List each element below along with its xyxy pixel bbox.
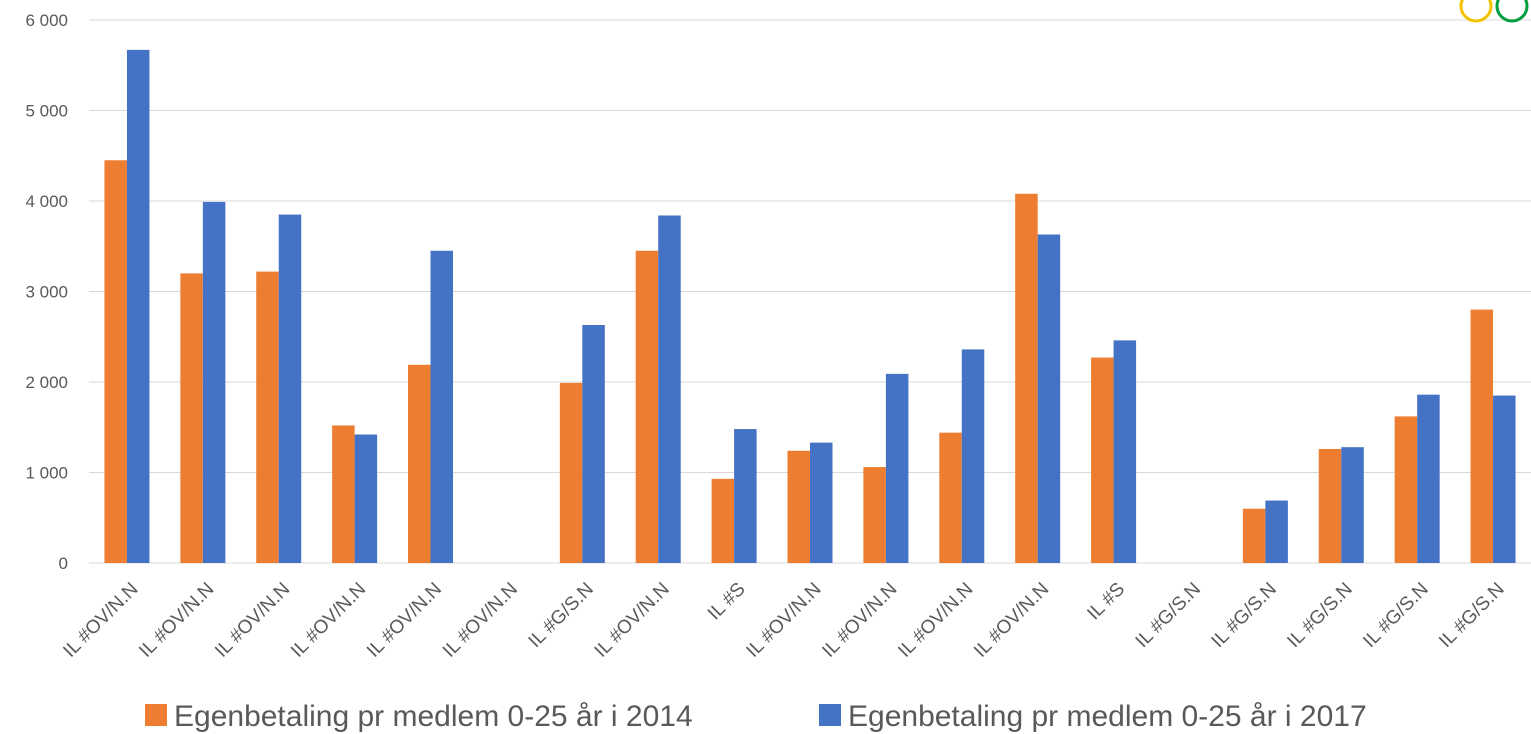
bar-2014 [1242, 508, 1266, 563]
bar-2017 [1265, 500, 1288, 563]
bar-2014 [180, 273, 203, 563]
bar-2017 [278, 214, 302, 563]
legend-swatch-2014 [145, 704, 167, 726]
bar-2014 [711, 478, 735, 563]
x-tick-label: IL #G/S.N [525, 579, 598, 652]
bar-2014 [863, 467, 886, 563]
bar-2014 [559, 382, 583, 563]
legend: Egenbetaling pr medlem 0-25 år i 2014 Ege… [145, 700, 1367, 733]
bar-2014 [1091, 357, 1114, 563]
x-tick-label: IL #OV/N.N [211, 579, 294, 662]
bar-2017 [961, 349, 985, 563]
bar-2017 [430, 250, 454, 563]
x-tick-label: IL #OV/N.N [818, 579, 901, 662]
x-tick-label: IL #G/S.N [1359, 579, 1432, 652]
x-tick-label: IL #G/S.N [1435, 579, 1508, 652]
bar-2017 [810, 442, 833, 563]
grid-lines [89, 19, 1531, 564]
bar-2014 [1318, 448, 1342, 563]
bar-2014 [332, 425, 355, 563]
x-tick-label: IL #S [1083, 579, 1129, 625]
legend-swatch-2017 [819, 704, 841, 726]
y-axis-ticks: 0 1 000 2 000 3 000 4 000 5 000 6 000 [25, 11, 68, 573]
olympic-rings-icon [1459, 0, 1529, 23]
x-tick-label: IL #OV/N.N [970, 579, 1053, 662]
bar-2017 [1341, 447, 1364, 563]
bar-2014 [408, 364, 431, 563]
y-tick-label: 0 [59, 554, 68, 573]
bar-2017 [885, 373, 909, 563]
bars [104, 49, 1516, 564]
bar-2014 [939, 432, 962, 563]
bar-2017 [202, 201, 226, 563]
bar-2014 [256, 271, 279, 563]
bar-2017 [1113, 340, 1137, 563]
bar-2014 [104, 160, 127, 563]
x-tick-label: IL #S [704, 579, 750, 625]
y-tick-label: 2 000 [25, 373, 68, 392]
x-tick-label: IL #G/S.N [1283, 579, 1356, 652]
x-tick-label: IL #OV/N.N [287, 579, 370, 662]
bar-2017 [1037, 234, 1061, 564]
x-tick-label: IL #OV/N.N [363, 579, 446, 662]
x-tick-label: IL #OV/N.N [59, 579, 142, 662]
y-tick-label: 1 000 [25, 464, 68, 483]
x-tick-label: IL #G/S.N [1208, 579, 1281, 652]
bar-2017 [126, 49, 150, 564]
bar-2014 [1394, 416, 1418, 563]
bar-2017 [658, 215, 681, 564]
bar-2014 [787, 450, 810, 563]
bar-2014 [1470, 309, 1494, 563]
y-tick-label: 6 000 [25, 11, 68, 30]
x-tick-label: IL #G/S.N [1132, 579, 1205, 652]
x-tick-label: IL #OV/N.N [135, 579, 218, 662]
bar-2017 [582, 324, 605, 563]
bar-2017 [354, 434, 378, 563]
legend-label-2017: Egenbetaling pr medlem 0-25 år i 2017 [848, 700, 1367, 733]
y-tick-label: 5 000 [25, 102, 68, 121]
y-tick-label: 3 000 [25, 283, 68, 302]
x-tick-label: IL #OV/N.N [742, 579, 825, 662]
x-tick-label: IL #OV/N.N [439, 579, 522, 662]
bar-2017 [1493, 395, 1516, 563]
x-tick-label: IL #OV/N.N [894, 579, 977, 662]
bar-2017 [734, 429, 757, 563]
bar-2017 [1417, 394, 1440, 563]
x-axis-ticks: IL #OV/N.NIL #OV/N.NIL #OV/N.NIL #OV/N.N… [59, 579, 1508, 662]
bar-2014 [635, 250, 659, 563]
x-tick-label: IL #OV/N.N [591, 579, 674, 662]
y-tick-label: 4 000 [25, 192, 68, 211]
bar-2014 [1015, 193, 1038, 563]
legend-label-2014: Egenbetaling pr medlem 0-25 år i 2014 [174, 700, 693, 733]
